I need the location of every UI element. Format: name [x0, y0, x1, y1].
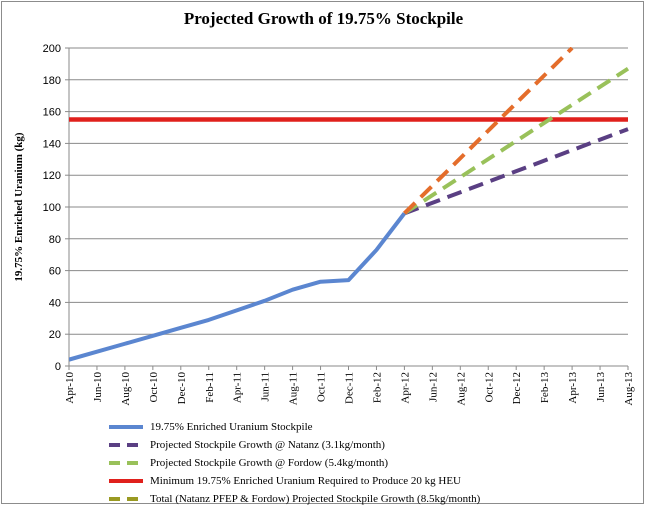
x-tick-label: Dec-10	[176, 372, 188, 405]
series-line	[69, 212, 406, 362]
legend-item: Projected Stockpile Growth @ Fordow (5.4…	[108, 454, 480, 472]
legend-swatch	[109, 497, 143, 501]
x-tick-label: Jun-13	[595, 372, 607, 402]
x-tick-label: Jun-10	[92, 372, 104, 402]
x-tick-label: Dec-11	[344, 372, 356, 404]
legend-item: Minimum 19.75% Enriched Uranium Required…	[108, 472, 480, 490]
y-tick-label: 160	[43, 107, 61, 119]
legend-label: Projected Stockpile Growth @ Natanz (3.1…	[150, 439, 385, 451]
x-tick-label: Apr-12	[399, 372, 411, 404]
y-tick-label: 20	[49, 329, 61, 341]
x-tick-label: Apr-11	[232, 372, 244, 403]
y-tick-label: 80	[49, 234, 61, 246]
y-axis-label: 19.75% Enriched Uranium (kg)	[13, 132, 25, 281]
series-line	[403, 66, 629, 216]
x-tick-label: Aug-11	[288, 372, 300, 405]
chart-title: Projected Growth of 19.75% Stockpile	[183, 9, 464, 28]
x-tick-label: Aug-13	[623, 372, 635, 406]
legend: 19.75% Enriched Uranium Stockpile Project…	[108, 418, 480, 508]
y-tick-label: 120	[43, 170, 61, 182]
x-tick-label: Apr-10	[64, 372, 76, 404]
legend-swatch	[109, 479, 143, 483]
legend-label: 19.75% Enriched Uranium Stockpile	[150, 421, 313, 433]
y-tick-label: 140	[43, 138, 61, 150]
y-tick-label: 180	[43, 75, 61, 87]
x-tick-label: Feb-13	[539, 372, 551, 404]
x-tick-label: Aug-10	[120, 372, 132, 406]
legend-label: Total (Natanz PFEP & Fordow) Projected S…	[150, 493, 481, 505]
legend-swatch	[109, 425, 143, 429]
series-line	[402, 47, 574, 215]
legend-label: Projected Stockpile Growth @ Fordow (5.4…	[150, 457, 389, 469]
legend-swatch	[109, 461, 143, 465]
legend-swatch	[109, 443, 143, 447]
y-tick-label: 40	[49, 297, 61, 309]
y-tick-label: 100	[43, 202, 61, 214]
series-line	[403, 127, 629, 216]
y-tick-label: 0	[55, 361, 61, 373]
y-tick-label: 60	[49, 266, 61, 278]
x-tick-label: Dec-12	[511, 372, 523, 404]
x-tick-label: Feb-12	[371, 372, 383, 403]
legend-item: Projected Stockpile Growth @ Natanz (3.1…	[108, 436, 480, 454]
legend-label: Minimum 19.75% Enriched Uranium Required…	[150, 475, 462, 487]
x-tick-label: Oct-12	[483, 372, 495, 403]
x-tick-label: Oct-10	[148, 372, 160, 403]
x-tick-label: Oct-11	[316, 372, 328, 402]
x-tick-label: Jun-11	[260, 372, 272, 402]
x-tick-label: Feb-11	[204, 372, 216, 403]
legend-item: 19.75% Enriched Uranium Stockpile	[108, 418, 480, 436]
legend-item: Total (Natanz PFEP & Fordow) Projected S…	[108, 490, 480, 508]
x-tick-label: Aug-12	[455, 372, 467, 406]
y-tick-label: 200	[43, 43, 61, 55]
x-tick-label: Jun-12	[427, 372, 439, 402]
x-tick-label: Apr-13	[567, 372, 579, 404]
